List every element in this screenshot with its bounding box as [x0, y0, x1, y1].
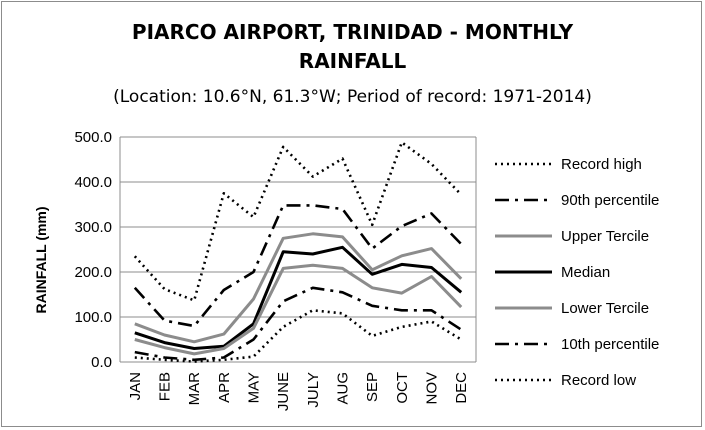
legend: Record high 90th percentile Upper Tercile M… [495, 156, 659, 389]
y-tick-label: 100.0 [74, 309, 112, 326]
y-tick-label: 200.0 [74, 264, 112, 281]
x-axis-ticks: JAN FEB MAR APR MAY JUNE JULY AUG SEP OCT NOV DEC [127, 372, 470, 411]
series-line-record-low [134, 308, 462, 363]
legend-label: 10th percentile [561, 336, 659, 353]
series-lines [133, 141, 463, 363]
y-tick-label: 0.0 [91, 354, 112, 371]
chart-title: PIARCO AIRPORT, TRINIDAD - MONTHLY RAINF… [0, 18, 705, 76]
y-tick-label: 400.0 [74, 174, 112, 191]
x-tick-label: MAY [246, 372, 263, 403]
x-tick-label: OCT [394, 372, 411, 404]
legend-label: Record low [561, 372, 636, 389]
legend-label: Record high [561, 156, 642, 173]
legend-label: 90th percentile [561, 192, 659, 209]
x-tick-label: AUG [335, 372, 352, 405]
y-tick-label: 500.0 [74, 129, 112, 146]
x-tick-label: MAR [186, 372, 203, 406]
series-line-upper-tercile [134, 232, 463, 344]
y-axis-label: RAINFALL (mm) [33, 206, 49, 313]
x-tick-label: NOV [424, 372, 441, 405]
series-line-90th-percentile [133, 204, 463, 328]
chart-title-line-2: RAINFALL [298, 49, 407, 73]
legend-label: Median [561, 264, 610, 281]
y-tick-label: 300.0 [74, 219, 112, 236]
series-line-median [134, 245, 463, 350]
x-tick-label: JAN [127, 372, 144, 400]
chart-subtitle: (Location: 10.6°N, 61.3°W; Period of rec… [113, 87, 592, 107]
y-axis-ticks: 0.0 100.0 200.0 300.0 400.0 500.0 [74, 129, 112, 371]
chart-title-line-1: PIARCO AIRPORT, TRINIDAD - MONTHLY [131, 20, 574, 44]
legend-label: Lower Tercile [561, 300, 649, 317]
x-tick-label: JUNE [275, 372, 292, 411]
legend-label: Upper Tercile [561, 228, 649, 245]
x-tick-label: SEP [364, 372, 381, 402]
x-tick-label: DEC [453, 372, 470, 404]
x-tick-label: JULY [305, 372, 322, 408]
series-line-lower-tercile [134, 263, 463, 356]
series-line-10th-percentile [134, 286, 462, 362]
x-tick-label: APR [216, 372, 233, 403]
gridlines [119, 136, 477, 363]
x-tick-label: FEB [157, 372, 174, 401]
